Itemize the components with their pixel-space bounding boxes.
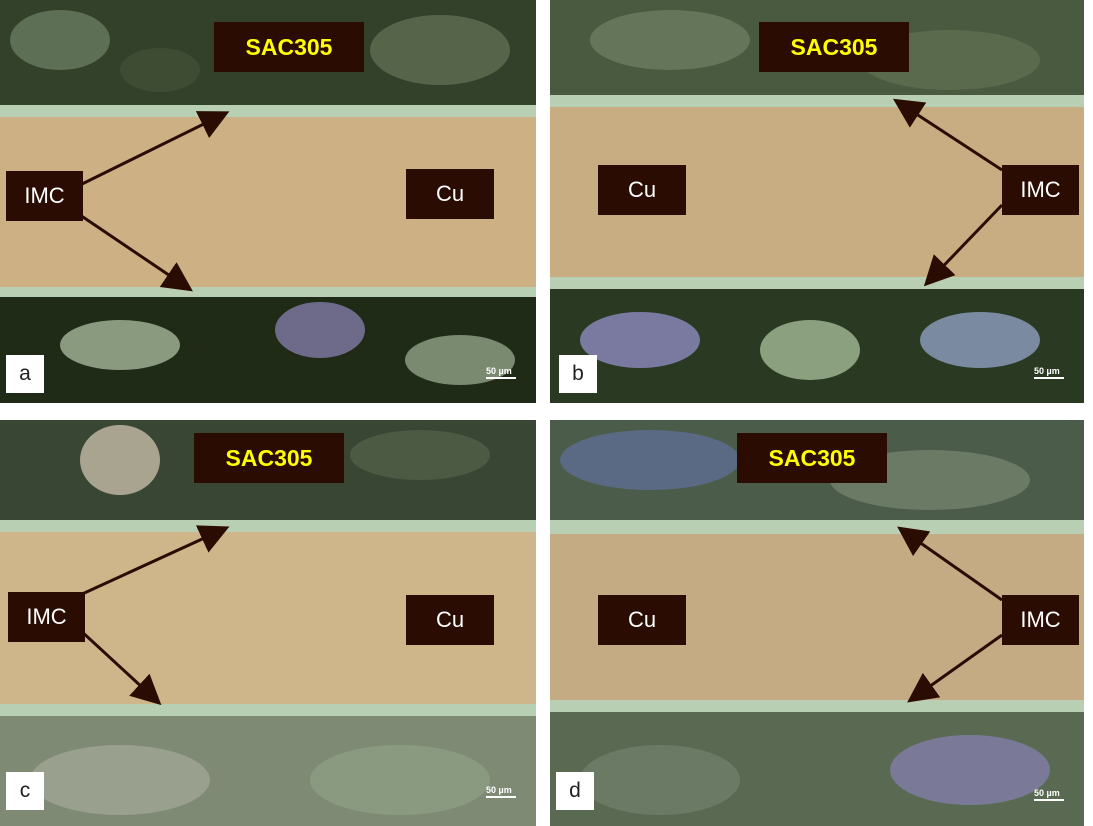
cu-label: Cu <box>598 595 686 645</box>
scale-text: 50 µm <box>1034 366 1060 376</box>
solder-label: SAC305 <box>759 22 909 72</box>
cu-label: Cu <box>406 595 494 645</box>
scale-bar: 50 µm <box>486 785 516 798</box>
cu-label: Cu <box>406 169 494 219</box>
scale-bar: 50 µm <box>1034 366 1064 379</box>
imc-label: IMC <box>1002 165 1079 215</box>
imc-label: IMC <box>8 592 85 642</box>
cu-label: Cu <box>598 165 686 215</box>
micrograph-panel-c: SAC305 IMC Cu c 50 µm <box>0 420 536 826</box>
micrograph-panel-d: SAC305 IMC Cu d 50 µm <box>550 420 1084 826</box>
scale-bar: 50 µm <box>1034 788 1064 801</box>
scale-bar: 50 µm <box>486 366 516 379</box>
imc-label: IMC <box>6 171 83 221</box>
panel-letter: d <box>556 772 594 810</box>
solder-label: SAC305 <box>194 433 344 483</box>
scale-text: 50 µm <box>486 366 512 376</box>
solder-label: SAC305 <box>737 433 887 483</box>
solder-label: SAC305 <box>214 22 364 72</box>
scale-text: 50 µm <box>486 785 512 795</box>
imc-label: IMC <box>1002 595 1079 645</box>
scale-text: 50 µm <box>1034 788 1060 798</box>
micrograph-panel-a: SAC305 IMC Cu a 50 µm <box>0 0 536 403</box>
panel-letter: b <box>559 355 597 393</box>
panel-letter: c <box>6 772 44 810</box>
micrograph-panel-b: SAC305 IMC Cu b 50 µm <box>550 0 1084 403</box>
panel-letter: a <box>6 355 44 393</box>
